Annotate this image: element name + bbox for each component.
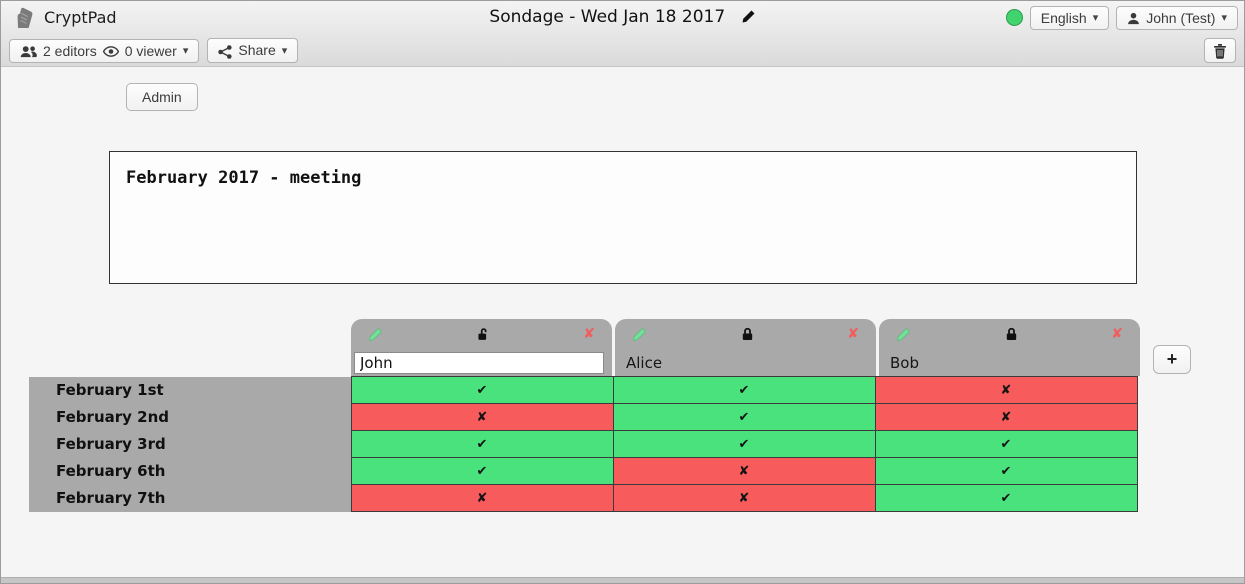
remove-column-icon[interactable]: ✘ <box>583 326 595 342</box>
cryptpad-logo <box>13 6 35 30</box>
remove-column-icon[interactable]: ✘ <box>1111 326 1123 342</box>
user-label: John (Test) <box>1146 9 1216 26</box>
share-button[interactable]: Share ▾ <box>207 38 299 63</box>
vote-cell-no[interactable]: ✘ <box>874 376 1138 404</box>
column-tab-bob: ✘ Bob <box>879 319 1140 376</box>
editors-viewers-button[interactable]: 2 editors 0 viewer ▾ <box>9 38 200 63</box>
row-label: February 2nd <box>29 403 351 431</box>
column-tab-john: ✘ <box>351 319 612 376</box>
remove-column-icon[interactable]: ✘ <box>847 326 859 342</box>
edit-column-icon[interactable] <box>896 327 911 342</box>
user-dropdown[interactable]: John (Test) ▾ <box>1116 5 1238 30</box>
vote-cell-yes[interactable]: ✔ <box>874 484 1138 512</box>
trash-button[interactable] <box>1204 37 1236 64</box>
lock-icon[interactable] <box>740 326 755 342</box>
unlock-icon[interactable] <box>476 326 491 342</box>
vote-cell-yes[interactable]: ✔ <box>874 457 1138 485</box>
vote-cell-yes[interactable]: ✔ <box>612 403 876 431</box>
vote-cell-no[interactable]: ✘ <box>350 484 614 512</box>
vote-cell-no[interactable]: ✘ <box>612 484 876 512</box>
chevron-down-icon: ▾ <box>1221 12 1227 24</box>
chevron-down-icon: ▾ <box>1092 12 1099 24</box>
edit-column-icon[interactable] <box>632 327 647 342</box>
poll-row: February 2nd ✘ ✔ ✘ <box>29 403 1138 431</box>
poll-table: February 1st ✔ ✔ ✘ February 2nd ✘ ✔ ✘ February 3… <box>29 376 1138 512</box>
vote-cell-yes[interactable]: ✔ <box>350 457 614 485</box>
row-label: February 3rd <box>29 430 351 458</box>
edit-title-icon[interactable] <box>741 9 756 29</box>
admin-button[interactable]: Admin <box>126 83 198 111</box>
vote-cell-yes[interactable]: ✔ <box>350 430 614 458</box>
poll-description-input[interactable]: February 2017 - meeting <box>109 151 1137 284</box>
window-bottom-edge <box>1 577 1244 583</box>
viewers-label: 0 viewer <box>124 42 177 59</box>
poll-row: February 3rd ✔ ✔ ✔ <box>29 430 1138 458</box>
row-label: February 7th <box>29 484 351 512</box>
topbar-right: English ▾ John (Test) ▾ <box>1005 1 1238 34</box>
share-label: Share <box>238 42 276 59</box>
poll-row: February 7th ✘ ✘ ✔ <box>29 484 1138 512</box>
vote-cell-yes[interactable]: ✔ <box>874 430 1138 458</box>
chevron-down-icon: ▾ <box>182 45 189 57</box>
poll-row: February 6th ✔ ✘ ✔ <box>29 457 1138 485</box>
lock-icon[interactable] <box>1004 326 1019 342</box>
connection-status-dot <box>1005 9 1023 26</box>
user-icon <box>1127 10 1140 26</box>
editors-label: 2 editors <box>43 42 97 59</box>
poll-row: February 1st ✔ ✔ ✘ <box>29 376 1138 404</box>
eye-icon <box>102 43 119 59</box>
column-name-input[interactable] <box>354 351 604 374</box>
column-name-label: Bob <box>890 353 919 372</box>
vote-cell-no[interactable]: ✘ <box>874 403 1138 431</box>
document-title: Sondage - Wed Jan 18 2017 <box>489 6 726 27</box>
users-icon <box>20 43 37 59</box>
vote-cell-yes[interactable]: ✔ <box>612 376 876 404</box>
vote-cell-no[interactable]: ✘ <box>612 457 876 485</box>
toolbar: CryptPad Sondage - Wed Jan 18 2017 Engli… <box>1 1 1244 67</box>
row-label: February 1st <box>29 376 351 404</box>
toolbar-row2: 2 editors 0 viewer ▾ Share ▾ <box>1 34 1244 67</box>
topbar-row: CryptPad Sondage - Wed Jan 18 2017 Engli… <box>1 1 1244 34</box>
vote-cell-yes[interactable]: ✔ <box>612 430 876 458</box>
poll-area: ✘✘Alice✘Bob February 1st✔✔✘February 2nd✘… <box>29 319 1191 512</box>
column-name-label: Alice <box>626 353 663 372</box>
share-icon <box>218 42 232 59</box>
app-name: CryptPad <box>44 8 117 27</box>
row-label: February 6th <box>29 457 351 485</box>
add-column-button[interactable]: + <box>1153 345 1191 374</box>
column-tab-alice: ✘ Alice <box>615 319 876 376</box>
vote-cell-yes[interactable]: ✔ <box>350 376 614 404</box>
language-label: English <box>1040 9 1087 26</box>
chevron-down-icon: ▾ <box>281 44 288 57</box>
vote-cell-no[interactable]: ✘ <box>350 403 614 431</box>
poll-column-tabs: ✘ ✘ Alice ✘ Bob <box>351 319 1140 376</box>
language-dropdown[interactable]: English ▾ <box>1029 5 1110 30</box>
trash-icon <box>1213 42 1227 59</box>
edit-column-icon[interactable] <box>368 327 383 342</box>
